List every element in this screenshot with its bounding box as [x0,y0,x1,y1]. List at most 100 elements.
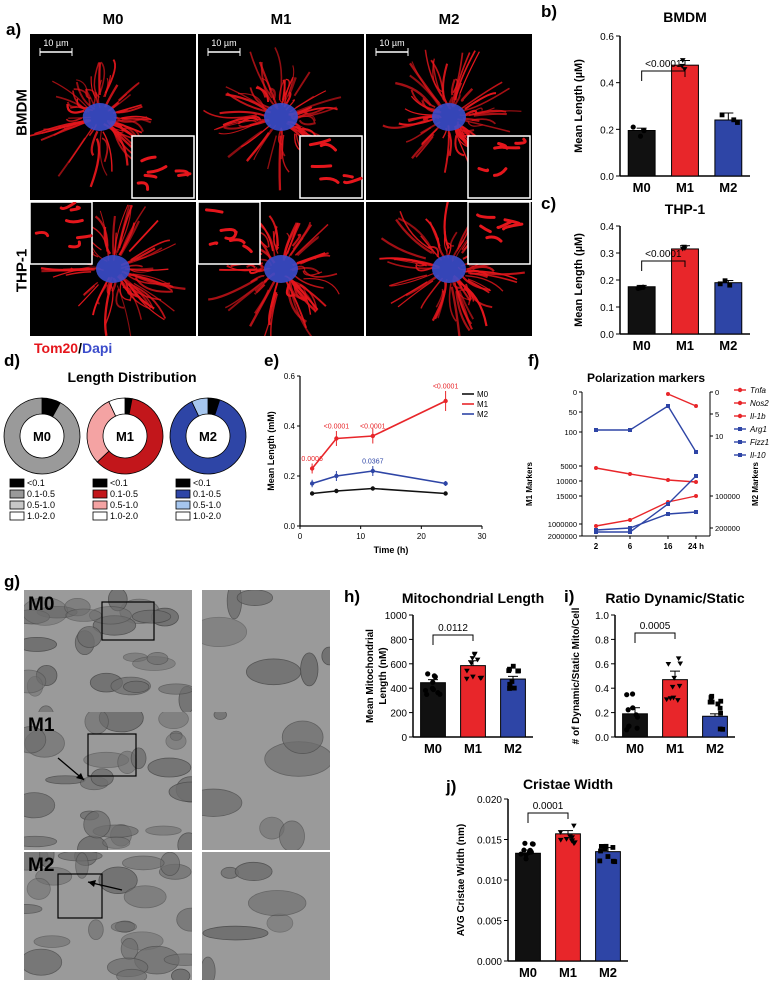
data-point [443,481,448,486]
legend-label: 1.0-2.0 [110,511,138,521]
y-tick-label: 0.4 [600,222,614,233]
chart-b-bmdm: BMDM 0.0 0.2 0.4 0.6 Mean Length (µM) M0 M1 M2 <0… [573,9,750,194]
bar-m2 [702,715,728,738]
data-point [523,856,529,862]
mitochondria-filament [62,122,78,128]
chart-h-mitochondrial-length: Mitochondrial Length 0 200 400 600 800 1000 Mea… [365,590,544,756]
mitochondria-filament [432,58,444,93]
micrograph-thp1-m2 [366,202,532,336]
mitochondria-filament [295,106,338,116]
mitochondria-filament [471,107,483,114]
series-line-m2 [311,470,446,485]
legend-label: 0.5-1.0 [110,500,138,510]
x-tick-label: 10 [356,532,365,541]
data-point [624,727,630,733]
data-point [634,725,640,731]
legend-marker [738,427,742,431]
em-organelle [202,616,248,647]
inset-mitochondria [228,238,246,245]
data-point [670,695,677,701]
data-point [469,656,476,661]
legend-label-arg1: Arg1 [749,425,767,434]
donut-label-m0: M0 [33,429,51,444]
legend-label: 0.5-1.0 [193,500,221,510]
data-point [468,661,475,666]
mitochondria-filament [453,282,471,323]
data-point [637,285,643,291]
mitochondria-filament [256,85,267,98]
em-organelle [213,712,227,720]
chart-d-length-distribution: Length DistributionM0<0.10.1-0.50.5-1.01… [3,369,247,521]
mitochondria-filament [85,88,92,99]
legend-swatch [92,500,108,510]
y-tick-label: 0.3 [600,249,614,260]
mitochondria-filament [299,283,327,307]
data-point [666,478,670,482]
y-tick-label: 0.2 [284,472,296,481]
mitochondria-filament [399,211,434,252]
x-tick-label-m1: M1 [464,741,482,756]
data-point [717,281,723,287]
mitochondria-filament [219,268,257,271]
mitochondria-filament [121,117,152,124]
chart-title: Length Distribution [67,369,196,385]
mitochondria-filament [99,61,106,93]
mitochondria-filament [241,124,272,148]
data-point [309,466,315,471]
mitochondria-filament [380,237,427,260]
data-point [605,854,611,859]
data-point [637,133,644,139]
x-axis-label: Time (h) [374,545,409,555]
inset-mitochondria [476,213,496,219]
mitochondria-filament [382,118,429,129]
mitochondria-filament [415,262,427,267]
mitochondria-filament [90,130,99,157]
em-organelle [131,609,172,624]
mitochondria-filament [133,282,175,312]
chart-title: THP-1 [665,201,706,217]
y-tick-label-right: 0 [715,388,719,397]
y-tick-label: 0.0 [600,330,614,341]
series-line-nos2 [595,467,697,483]
y-tick-label: 0.6 [284,372,296,381]
mitochondria-filament [448,283,457,322]
mitochondria-filament [411,133,435,159]
y-tick-label: 0 [573,388,577,397]
data-point [424,691,430,698]
y-axis-label: Mean Mitochondrial [365,629,376,723]
mitochondria-filament [219,110,266,117]
data-point [521,847,527,853]
mitochondria-filament [283,65,295,105]
nucleus [432,255,466,283]
x-tick-label-m2: M2 [719,180,737,194]
bar-m0 [627,286,656,335]
stain-label-dapi: Dapi [81,340,113,356]
mitochondria-filament [129,269,154,273]
mitochondria-filament [128,219,159,253]
mitochondria-filament [99,130,108,176]
data-point [334,488,339,494]
data-point [571,823,577,829]
nucleus [264,255,298,283]
significance-bracket [634,632,676,643]
em-organelle [39,852,55,868]
mitochondria-filament [133,243,176,262]
em-organelle [246,658,302,686]
inset-mitochondria [65,218,84,224]
mitochondria-filament [421,125,441,145]
mitochondria-filament [390,281,428,305]
data-point [557,837,564,843]
em-organelle [84,712,109,735]
data-point [630,705,636,711]
mitochondria-filament [470,110,522,116]
p-value-label: <0.0001 [360,424,386,431]
legend-swatch [175,478,191,488]
data-point [722,278,728,284]
y-tick-label: 800 [390,635,407,646]
mitochondria-filament [98,62,101,95]
micrograph-thp1-m1 [198,202,364,336]
data-point [626,723,632,729]
em-label-m0: M0 [28,594,55,615]
data-point [681,67,688,72]
mitochondria-filament [83,281,99,295]
